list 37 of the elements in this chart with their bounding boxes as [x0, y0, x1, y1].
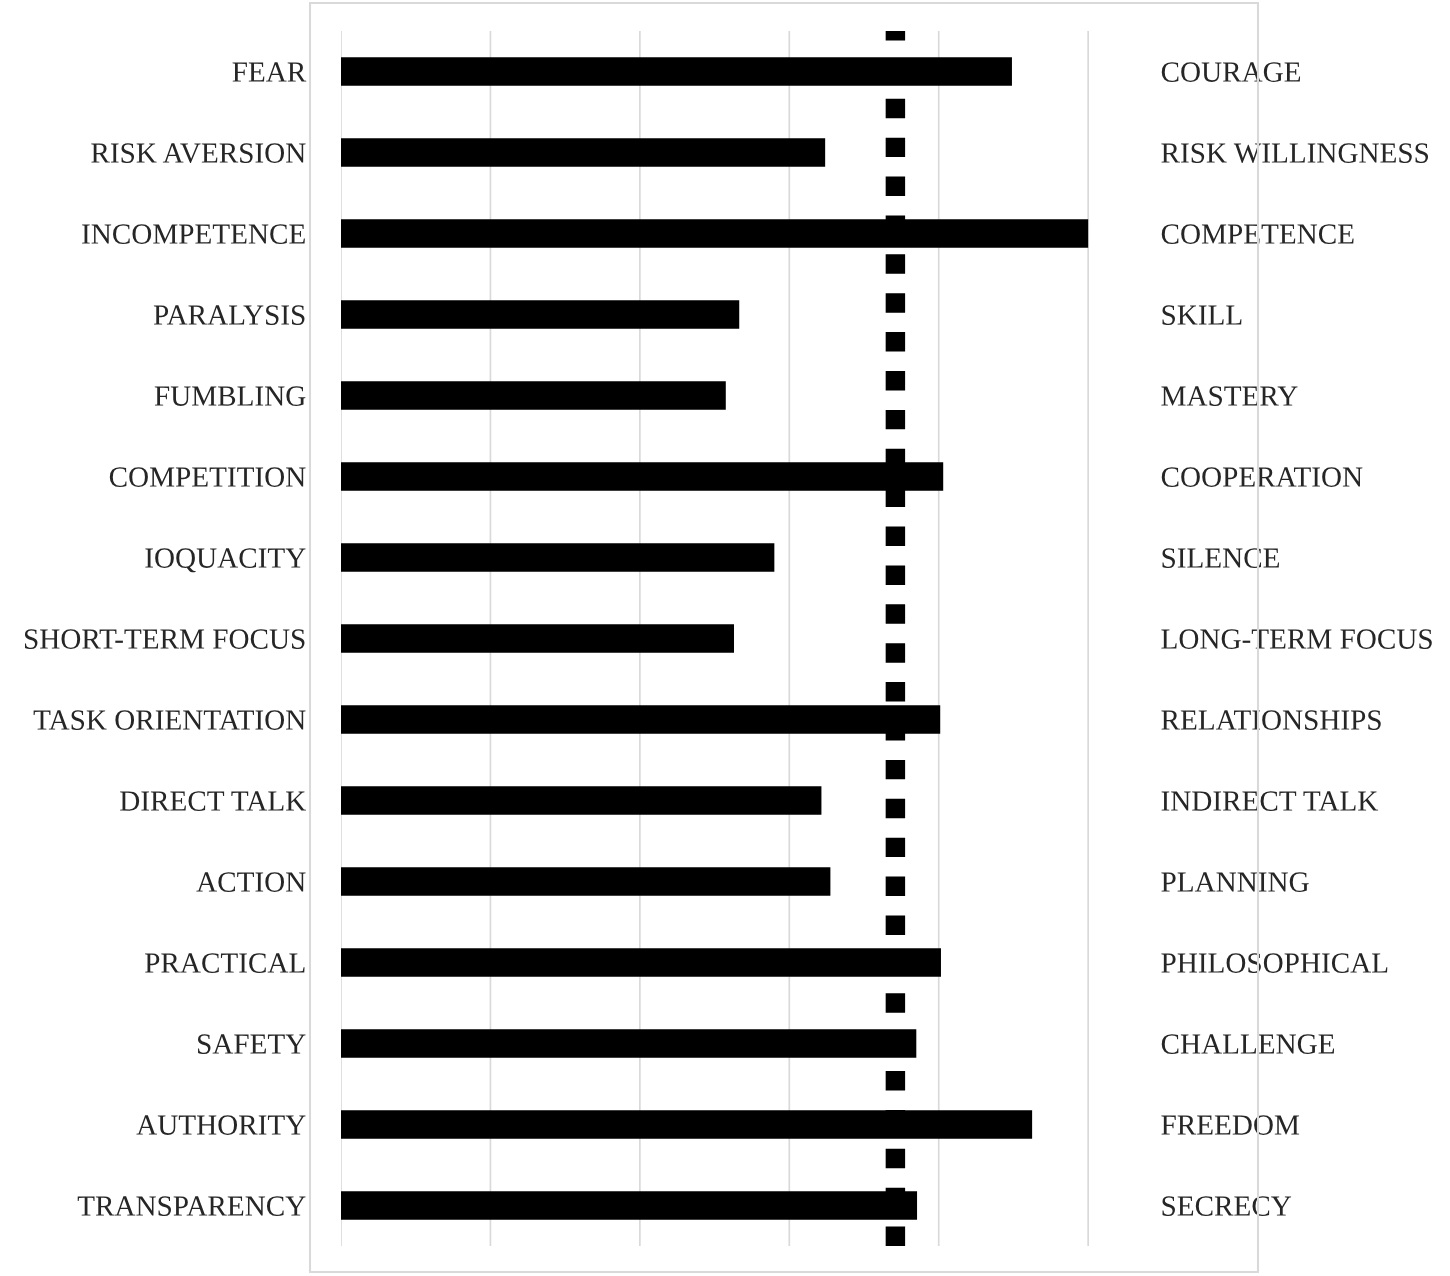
- y-tick-label: PRACTICAL: [145, 953, 305, 973]
- bar: [341, 867, 831, 896]
- y-tick-label: FEAR: [232, 62, 307, 82]
- y2-tick-label: FREEDOM: [1161, 1115, 1300, 1135]
- bar: [341, 786, 822, 815]
- y2-tick-label: PLANNING: [1161, 872, 1309, 892]
- y-tick-label: SAFETY: [198, 1034, 306, 1054]
- y-tick-label: RISK AVERSION: [91, 143, 306, 164]
- y-tick-label: DIRECT TALK: [120, 791, 306, 811]
- bar: [341, 300, 740, 329]
- y-tick-label: TASK ORIENTATION: [33, 710, 306, 730]
- y-tick-label: INCOMPETENCE: [82, 224, 305, 244]
- y-tick-label: AUTHORITY: [136, 1115, 306, 1135]
- y2-tick-label: COMPETENCE: [1161, 224, 1354, 244]
- y2-tick-label: RISK WILLINGNESS: [1161, 143, 1429, 164]
- y-tick-label: SHORT-TERM FOCUS: [24, 629, 305, 649]
- bar: [341, 138, 826, 167]
- y2-tick-label: MASTERY: [1161, 386, 1298, 406]
- y2-tick-label: COOPERATION: [1161, 467, 1363, 487]
- y2-tick-label: PHILOSOPHICAL: [1161, 953, 1388, 973]
- bar: [341, 543, 775, 572]
- y2-tick-label: SKILL: [1162, 305, 1242, 325]
- y2-tick-label: SILENCE: [1162, 548, 1279, 568]
- y2-tick-label: LONG-TERM FOCUS: [1161, 629, 1432, 649]
- y-tick-label: FUMBLING: [154, 386, 306, 406]
- y2-tick-label: INDIRECT TALK: [1161, 791, 1379, 811]
- y-tick-label: PARALYSIS: [153, 305, 305, 325]
- y2-tick-label: SECRECY: [1162, 1196, 1292, 1216]
- y2-tick-label: CHALLENGE: [1161, 1034, 1335, 1054]
- y2-tick-label: RELATIONSHIPS: [1161, 710, 1381, 730]
- bar: [341, 381, 726, 410]
- y2-tick-label: COURAGE: [1161, 62, 1301, 82]
- y-tick-label: TRANSPARENCY: [77, 1196, 306, 1216]
- y-tick-label: IOQUACITY: [145, 548, 306, 573]
- y-tick-label: COMPETITION: [109, 467, 306, 487]
- bar: [341, 624, 735, 653]
- y-tick-label: ACTION: [196, 872, 306, 892]
